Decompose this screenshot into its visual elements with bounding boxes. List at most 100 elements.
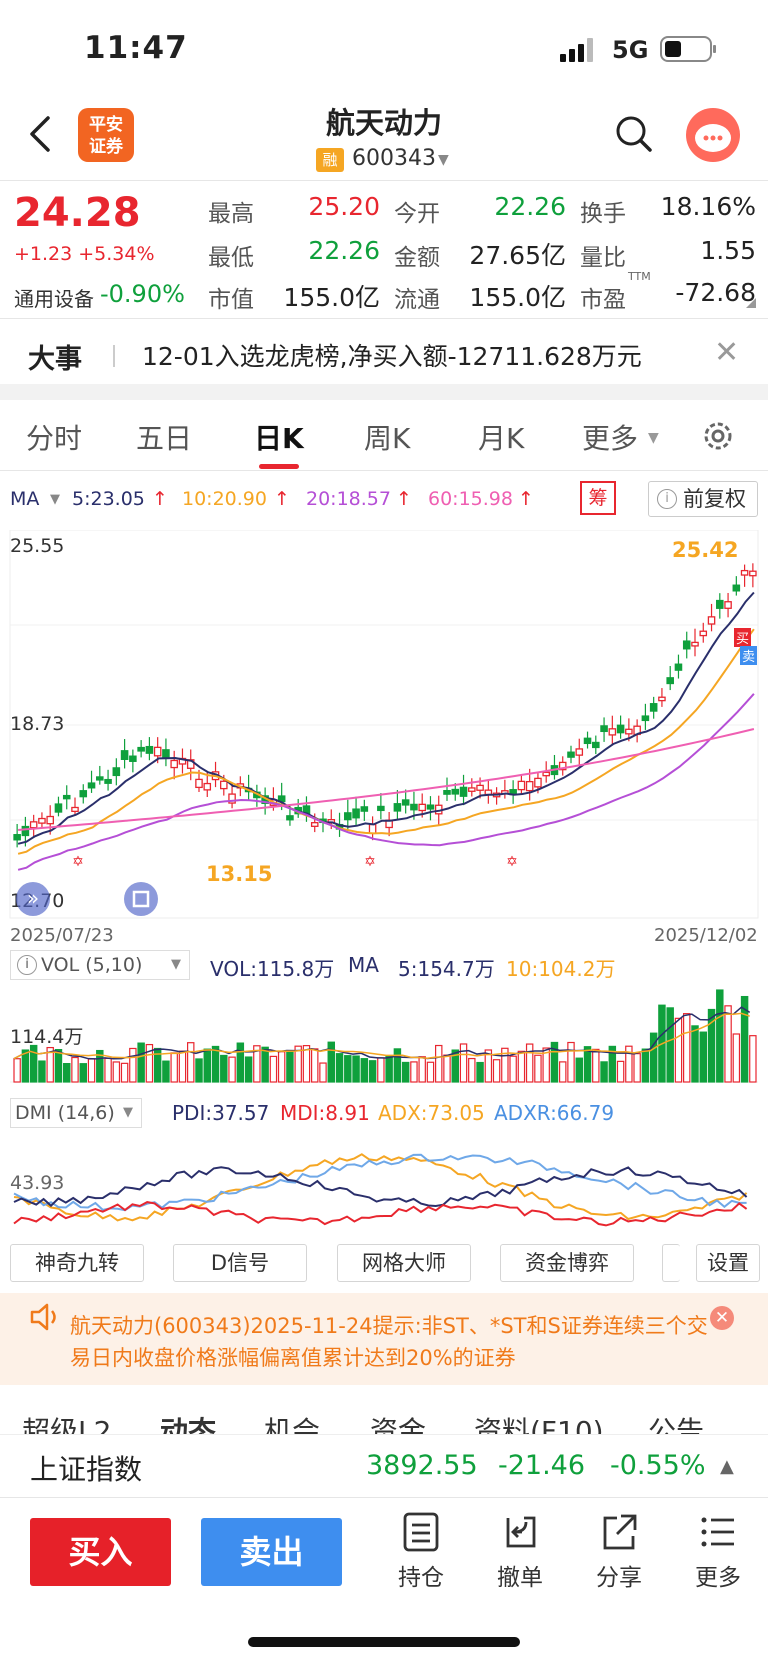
tool-partial[interactable] [662,1244,680,1282]
tab-five-day[interactable]: 五日 [136,422,193,455]
candle-body [608,728,617,736]
assistant-avatar-icon[interactable] [686,108,740,162]
expand-left-icon[interactable]: » [16,882,50,916]
volume-bar [29,1044,38,1083]
subtab-f10[interactable]: 资料(F10) [474,1415,604,1434]
status-time: 11:47 [84,30,188,66]
quote-label: 流通 [394,287,440,313]
volume-bar [732,1033,741,1083]
volume-bar [170,1052,178,1083]
tool-grid-master[interactable]: 网格大师 [337,1244,471,1282]
cancel-order-button[interactable]: 撤单 [480,1512,560,1592]
candle-body [558,761,567,771]
quote-value: 22.26 [308,236,380,265]
vol-selector[interactable]: i VOL (5,10) ▼ [10,950,190,980]
battery-icon [660,36,716,62]
subtab-funds[interactable]: 资金 [370,1415,427,1434]
caret-down-icon[interactable]: ▼ [648,430,659,446]
quote-value: -72.68 [675,278,756,307]
network-label: 5G [612,36,649,64]
tab-weekly-k[interactable]: 周K [364,422,411,455]
event-marker: ✡ [506,854,518,870]
tool-fund-game[interactable]: 资金博弈 [500,1244,634,1282]
tool-d-signal[interactable]: D信号 [173,1244,307,1282]
expand-up-icon[interactable]: ▲ [720,1456,734,1477]
subtab-l2[interactable]: 超级L2 [22,1415,112,1434]
gear-icon[interactable] [700,418,736,454]
caret-down-icon[interactable]: ▼ [438,152,449,168]
news-text[interactable]: 12-01入选龙虎榜,净买入额-12711.628万元 [142,342,642,371]
volume-bar [592,1048,600,1083]
subtab-opportunity[interactable]: 机会 [264,1415,321,1434]
candle-body [740,569,749,576]
volume-bar [435,1044,443,1083]
volume-bar [716,989,724,1083]
search-icon[interactable] [614,114,654,154]
sell-button[interactable]: 卖出 [201,1518,342,1586]
candle-body [666,677,674,685]
fullscreen-icon[interactable] [124,882,158,916]
tab-monthly-k[interactable]: 月K [478,422,525,455]
back-icon[interactable] [24,114,58,154]
tab-intraday[interactable]: 分时 [26,422,83,455]
more-button[interactable]: 更多 [678,1512,758,1592]
close-icon[interactable]: ✕ [714,335,740,370]
dmi-pdi: PDI:37.57 [172,1101,270,1125]
ma-label[interactable]: MA [10,488,40,510]
caret-down-icon[interactable]: ▼ [50,492,60,507]
subtab-notice[interactable]: 公告 [648,1415,705,1434]
volume-bar [459,1043,468,1083]
volume-bar [162,1060,170,1083]
sector-change[interactable]: -0.90% [100,280,185,308]
volume-bar [319,1062,327,1083]
share-button[interactable]: 分享 [579,1512,659,1592]
volume-bar [484,1049,493,1083]
up-arrow-icon: ↑ [518,488,534,510]
candle-body [691,641,699,647]
expand-corner-icon[interactable] [746,298,756,308]
candle-body [54,803,63,813]
volume-bar [534,1054,542,1083]
volume-bar [724,1005,732,1083]
event-marker: ✡ [72,854,84,870]
holdings-button[interactable]: 持仓 [381,1512,461,1592]
adjust-mode-button[interactable]: i 前复权 [648,481,758,517]
subtab-dynamic[interactable]: 动态 [160,1415,217,1434]
candle-body [749,570,757,577]
candle-body [641,715,650,722]
sector-label[interactable]: 通用设备 [14,287,94,311]
vol-ma10-line [13,1012,750,1060]
volume-chart[interactable] [0,984,768,1084]
volume-bar [682,1013,691,1083]
index-bar[interactable] [0,1434,768,1498]
chip-distribution-button[interactable]: 筹 [580,481,616,515]
tab-more[interactable]: 更多 [582,422,639,455]
volume-bar [575,1057,584,1083]
candlestick-chart[interactable]: ✡ ✡ ✡ [0,530,768,920]
vol-ma10: 10:104.2万 [506,957,616,981]
adxr-line [13,1153,747,1212]
tool-nine-turn[interactable]: 神奇九转 [10,1244,144,1282]
volume-bar [71,1056,79,1083]
volume-bar [244,1056,253,1083]
volume-bar [567,1041,575,1083]
section-gap [0,384,768,400]
stock-code[interactable]: 600343 [352,146,436,171]
cancel-order-icon [480,1512,560,1558]
up-arrow-icon: ↑ [396,488,412,510]
candle-body [145,745,154,754]
alert-close-icon[interactable]: ✕ [710,1306,734,1330]
dmi-chart[interactable] [0,1132,768,1236]
alert-text[interactable]: 航天动力(600343)2025-11-24提示:非ST、*ST和S证券连续三个… [70,1314,708,1370]
volume-bar [368,1060,377,1083]
dmi-selector[interactable]: DMI (14,6) ▼ [10,1098,142,1128]
menu-icon [678,1512,758,1558]
index-name[interactable]: 上证指数 [30,1453,143,1486]
volume-bar [740,995,749,1083]
volume-bar [87,1058,96,1083]
tab-daily-k[interactable]: 日K [254,422,304,455]
tool-settings[interactable]: 设置 [696,1244,760,1282]
volume-bar [137,1042,145,1083]
share-icon [579,1512,659,1558]
buy-button[interactable]: 买入 [30,1518,171,1586]
